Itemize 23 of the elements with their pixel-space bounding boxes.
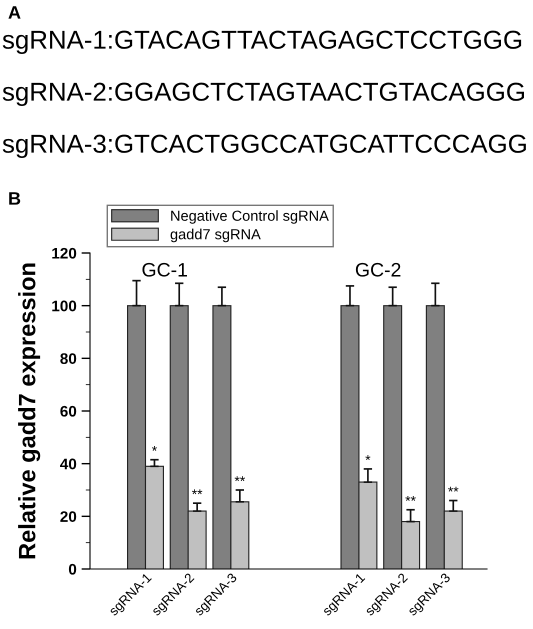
y-tick-label: 120 bbox=[52, 248, 76, 259]
annotation: ** bbox=[448, 486, 458, 492]
annotation: GC-1 bbox=[142, 262, 187, 277]
y-tick-label: 80 bbox=[60, 353, 76, 364]
y-tick-label: 60 bbox=[60, 406, 76, 417]
text: sgRNA-2:GGAGCTCTAGTAACTGTACAGGG bbox=[2, 82, 524, 106]
legend-label: gadd7 sgRNA bbox=[170, 228, 261, 242]
text: A bbox=[8, 6, 21, 19]
annotation: ** bbox=[234, 476, 246, 482]
annotation: * bbox=[152, 446, 157, 451]
text: sgRNA-3:GTCACTGGCCATGCATTCCCAGG bbox=[2, 134, 526, 158]
text: B bbox=[9, 192, 20, 205]
text: sgRNA-1:GTACAGTTACTAGAGCTCCTGGG bbox=[2, 30, 522, 54]
legend-label: Negative Control sgRNA bbox=[171, 210, 329, 224]
y-axis-title: Relative gadd7 expression bbox=[18, 264, 40, 558]
y-tick-label: 40 bbox=[60, 458, 76, 470]
annotation: GC-2 bbox=[356, 262, 400, 277]
y-tick-label: 0 bbox=[68, 564, 76, 575]
annotation: ** bbox=[192, 489, 202, 494]
y-tick-label: 100 bbox=[52, 300, 76, 312]
y-tick-label: 20 bbox=[60, 511, 76, 522]
annotation: ** bbox=[405, 496, 416, 501]
annotation: * bbox=[365, 455, 370, 460]
